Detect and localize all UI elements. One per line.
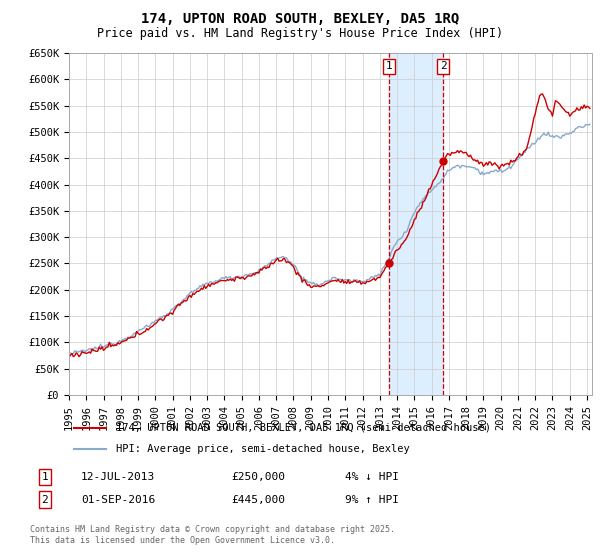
Text: 4% ↓ HPI: 4% ↓ HPI (345, 472, 399, 482)
Text: 2: 2 (440, 62, 446, 71)
Text: £250,000: £250,000 (231, 472, 285, 482)
Text: 174, UPTON ROAD SOUTH, BEXLEY, DA5 1RQ (semi-detached house): 174, UPTON ROAD SOUTH, BEXLEY, DA5 1RQ (… (116, 423, 491, 433)
Text: 1: 1 (41, 472, 49, 482)
Text: Price paid vs. HM Land Registry's House Price Index (HPI): Price paid vs. HM Land Registry's House … (97, 27, 503, 40)
Text: £445,000: £445,000 (231, 494, 285, 505)
Text: 2: 2 (41, 494, 49, 505)
Text: 9% ↑ HPI: 9% ↑ HPI (345, 494, 399, 505)
Text: Contains HM Land Registry data © Crown copyright and database right 2025.
This d: Contains HM Land Registry data © Crown c… (30, 525, 395, 545)
Text: 1: 1 (386, 62, 392, 71)
Text: 01-SEP-2016: 01-SEP-2016 (81, 494, 155, 505)
Text: 12-JUL-2013: 12-JUL-2013 (81, 472, 155, 482)
Text: 174, UPTON ROAD SOUTH, BEXLEY, DA5 1RQ: 174, UPTON ROAD SOUTH, BEXLEY, DA5 1RQ (141, 12, 459, 26)
Text: HPI: Average price, semi-detached house, Bexley: HPI: Average price, semi-detached house,… (116, 444, 410, 454)
Bar (389, 53, 443, 395)
